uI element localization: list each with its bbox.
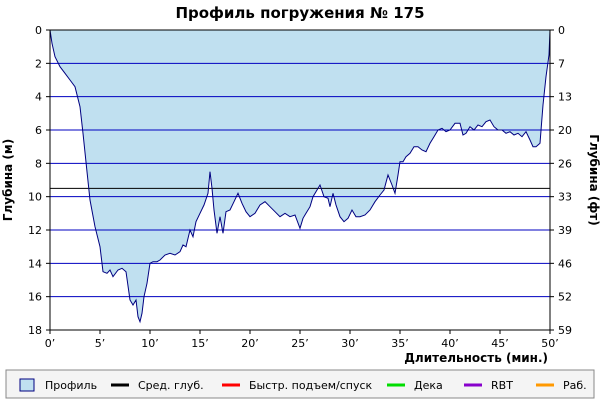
legend-label: Раб. bbox=[563, 379, 587, 392]
depth-grid bbox=[50, 62, 550, 298]
legend-label: Быстр. подъем/спуск bbox=[249, 379, 373, 392]
y-tick-label: 2 bbox=[35, 57, 42, 70]
y-tick-label: 14 bbox=[28, 257, 42, 270]
y-tick-label: 12 bbox=[28, 224, 42, 237]
y-tick-label-right: 7 bbox=[558, 57, 565, 70]
x-tick-label: 50’ bbox=[541, 337, 559, 350]
y-tick-label: 10 bbox=[28, 191, 42, 204]
x-tick-label: 40’ bbox=[441, 337, 459, 350]
y-axis-left-ticks: 0 2 4 6 8 10 12 14 16 18 bbox=[28, 24, 50, 337]
legend-label: Профиль bbox=[45, 379, 97, 392]
y-tick-label-right: 39 bbox=[558, 224, 572, 237]
x-tick-label: 0’ bbox=[45, 337, 56, 350]
x-axis-label: Длительность (мин.) bbox=[404, 351, 548, 365]
legend-swatch bbox=[19, 378, 35, 392]
legend: Профиль Сред. глуб. Быстр. подъем/спуск Дек… bbox=[5, 369, 595, 399]
y-axis-right-label: Глубина (фт) bbox=[587, 134, 600, 225]
x-axis-ticks: 0’ 5’ 10’ 15’ 20’ 25’ 30’ 35’ 40’ 45’ 50’ bbox=[45, 330, 559, 350]
y-tick-label-right: 59 bbox=[558, 324, 572, 337]
y-tick-label: 16 bbox=[28, 291, 42, 304]
legend-frame bbox=[5, 369, 595, 399]
y-tick-label: 18 bbox=[28, 324, 42, 337]
y-tick-label: 8 bbox=[35, 157, 42, 170]
x-tick-label: 20’ bbox=[241, 337, 259, 350]
x-tick-label: 30’ bbox=[341, 337, 359, 350]
y-axis-left-label: Глубина (м) bbox=[1, 139, 15, 221]
x-tick-label: 45’ bbox=[491, 337, 509, 350]
y-tick-label: 6 bbox=[35, 124, 42, 137]
profile-area bbox=[50, 30, 550, 322]
y-tick-label-right: 0 bbox=[558, 24, 565, 37]
y-tick-label-right: 52 bbox=[558, 291, 572, 304]
y-tick-label-right: 46 bbox=[558, 257, 572, 270]
y-tick-label-right: 33 bbox=[558, 191, 572, 204]
y-tick-label-right: 26 bbox=[558, 157, 572, 170]
chart-title: Профиль погружения № 175 bbox=[175, 4, 424, 22]
legend-label: RBT bbox=[491, 379, 513, 392]
y-axis-right-ticks: 0 7 13 20 26 33 39 46 52 59 bbox=[550, 24, 572, 337]
y-tick-label: 4 bbox=[35, 91, 42, 104]
x-tick-label: 10’ bbox=[141, 337, 159, 350]
legend-label: Сред. глуб. bbox=[138, 379, 204, 392]
x-tick-label: 15’ bbox=[191, 337, 209, 350]
x-tick-label: 5’ bbox=[95, 337, 106, 350]
profile-line bbox=[49, 29, 551, 324]
y-tick-label: 0 bbox=[35, 24, 42, 37]
x-tick-label: 25’ bbox=[291, 337, 309, 350]
x-tick-label: 35’ bbox=[391, 337, 409, 350]
legend-label: Дека bbox=[414, 379, 443, 392]
y-tick-label-right: 13 bbox=[558, 91, 572, 104]
y-tick-label-right: 20 bbox=[558, 124, 572, 137]
